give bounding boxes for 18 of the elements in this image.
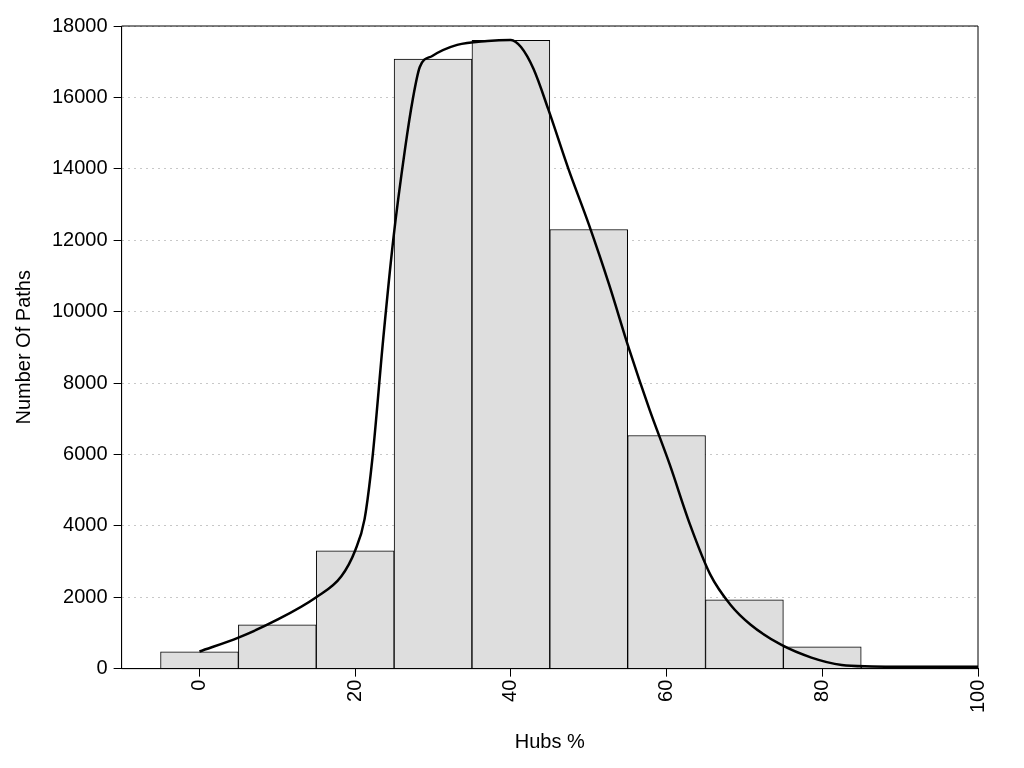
x-tick-label: 0	[186, 679, 209, 691]
y-tick-label: 16000	[51, 84, 108, 107]
y-tick-label: 4000	[63, 513, 108, 536]
x-tick-label: 80	[809, 679, 832, 702]
y-tick-label: 0	[96, 656, 108, 679]
x-tick-label: 100	[965, 679, 988, 714]
y-tick-label: 12000	[51, 227, 108, 250]
y-tick-label: 18000	[51, 13, 108, 36]
y-tick-label: 10000	[51, 299, 108, 322]
y-tick-label: 14000	[51, 156, 108, 179]
x-tick-label: 40	[498, 679, 521, 702]
y-tick-label: 6000	[63, 441, 108, 464]
x-axis-title: Hubs %	[514, 729, 586, 752]
x-tick-label: 60	[654, 679, 677, 702]
y-axis-title: Number Of Paths	[11, 270, 34, 425]
y-tick-label: 8000	[63, 370, 108, 393]
y-tick-label: 2000	[63, 584, 108, 607]
x-tick-label: 20	[342, 679, 365, 702]
